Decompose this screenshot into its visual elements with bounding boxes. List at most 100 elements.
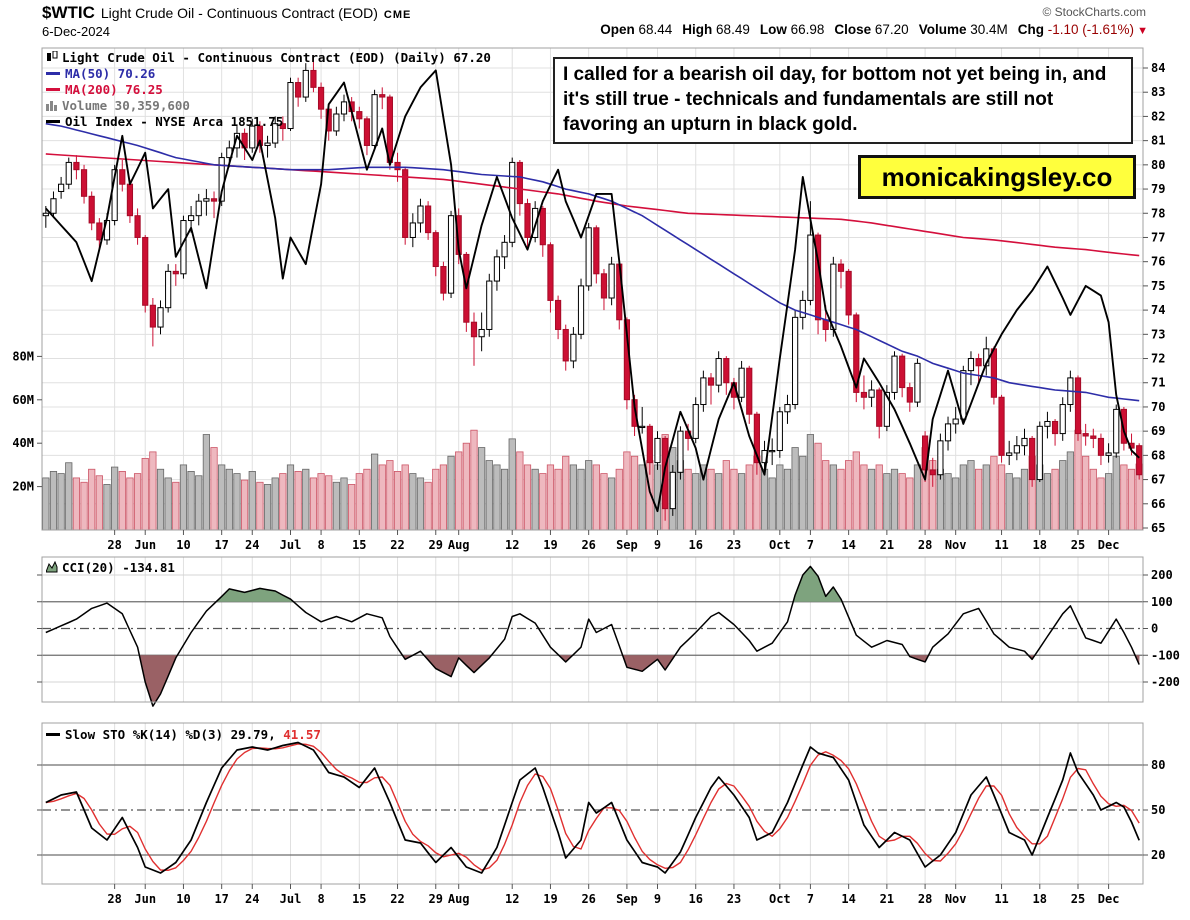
svg-text:83: 83 (1151, 85, 1165, 99)
svg-text:Oct: Oct (769, 538, 791, 552)
svg-text:65: 65 (1151, 521, 1165, 535)
svg-text:10: 10 (176, 538, 190, 552)
svg-text:Sep: Sep (616, 538, 638, 552)
svg-text:14: 14 (841, 538, 855, 552)
svg-text:66: 66 (1151, 497, 1165, 511)
svg-text:25: 25 (1071, 538, 1085, 552)
svg-text:80M: 80M (12, 349, 34, 363)
svg-text:100: 100 (1151, 595, 1173, 609)
svg-text:73: 73 (1151, 327, 1165, 341)
svg-text:Jun: Jun (134, 892, 156, 906)
svg-text:Nov: Nov (945, 892, 967, 906)
svg-text:Sep: Sep (616, 892, 638, 906)
svg-text:29: 29 (429, 892, 443, 906)
quote-label-open: Open (600, 22, 635, 37)
volume-bars (42, 429, 1143, 531)
svg-text:9: 9 (654, 538, 661, 552)
ma50-line-icon (46, 72, 60, 75)
svg-text:Aug: Aug (448, 538, 470, 552)
svg-text:-200: -200 (1151, 675, 1180, 689)
oil-index-line-icon (46, 120, 60, 123)
svg-text:77: 77 (1151, 230, 1165, 244)
svg-text:12: 12 (505, 538, 519, 552)
volume-bars-icon (46, 101, 57, 111)
exchange-label: CME (383, 9, 412, 21)
svg-text:Aug: Aug (448, 892, 470, 906)
cci-line (45, 565, 1140, 707)
svg-text:25: 25 (1071, 892, 1085, 906)
sto-d-line (45, 743, 1140, 871)
svg-text:20M: 20M (12, 480, 34, 494)
svg-text:76: 76 (1151, 255, 1165, 269)
legend-volume: Volume 30,359,600 (46, 98, 190, 113)
quote-label-volume: Volume (918, 22, 967, 37)
svg-text:8: 8 (317, 538, 324, 552)
svg-text:10: 10 (176, 892, 190, 906)
svg-text:74: 74 (1151, 303, 1165, 317)
cci-panel (42, 565, 1143, 707)
svg-text:20: 20 (1151, 848, 1165, 862)
svg-text:81: 81 (1151, 134, 1165, 148)
svg-text:40M: 40M (12, 436, 34, 450)
svg-text:28: 28 (918, 892, 932, 906)
quote-value-close: 67.20 (871, 22, 909, 37)
sto-k-line (45, 741, 1140, 874)
svg-text:18: 18 (1033, 538, 1047, 552)
cci-area-icon (45, 560, 58, 573)
svg-text:80: 80 (1151, 158, 1165, 172)
svg-text:29: 29 (429, 538, 443, 552)
svg-text:19: 19 (543, 892, 557, 906)
legend-sto: Slow STO %K(14) %D(3) 29.79, 41.57 (46, 727, 321, 742)
svg-text:15: 15 (352, 538, 366, 552)
overlay-lines (45, 69, 1140, 513)
svg-text:11: 11 (994, 538, 1008, 552)
svg-text:50: 50 (1151, 803, 1165, 817)
quote-value-volume: 30.4M (966, 22, 1008, 37)
symbol: $WTIC (42, 3, 95, 22)
svg-text:69: 69 (1151, 424, 1165, 438)
svg-text:200: 200 (1151, 568, 1173, 582)
svg-text:28: 28 (107, 892, 121, 906)
page-title: Light Crude Oil - Continuous Contract (E… (100, 5, 378, 21)
quote-label-chg: Chg (1017, 22, 1044, 37)
svg-text:22: 22 (390, 538, 404, 552)
sto-line-icon (46, 733, 60, 736)
svg-text:75: 75 (1151, 279, 1165, 293)
svg-text:Jun: Jun (134, 538, 156, 552)
axis-labels: 8483828180797877767574737271706968676665… (12, 61, 1180, 906)
svg-text:23: 23 (727, 538, 741, 552)
watermark-badge: monicakingsley.co (858, 155, 1136, 199)
cci-oversold-fill (139, 655, 1140, 702)
svg-text:7: 7 (807, 538, 814, 552)
svg-text:7: 7 (807, 892, 814, 906)
svg-text:71: 71 (1151, 376, 1165, 390)
svg-text:19: 19 (543, 538, 557, 552)
svg-text:23: 23 (727, 892, 741, 906)
svg-text:Oct: Oct (769, 892, 791, 906)
legend-ma200: MA(200) 76.25 (46, 82, 163, 97)
legend-ma50: MA(50) 70.26 (46, 66, 155, 81)
chart-header: $WTIC Light Crude Oil - Continuous Contra… (42, 3, 411, 23)
svg-text:17: 17 (214, 538, 228, 552)
ohlc-quote-row: Open 68.44 High 68.49 Low 66.98 Close 67.20… (590, 22, 1148, 37)
svg-text:67: 67 (1151, 473, 1165, 487)
svg-text:15: 15 (352, 892, 366, 906)
svg-text:21: 21 (880, 892, 894, 906)
stockcharts-copyright-link[interactable]: © StockCharts.com (1042, 5, 1146, 19)
svg-text:Jul: Jul (280, 892, 302, 906)
chg-down-triangle-icon: ▼ (1134, 25, 1148, 37)
cci-overbought-fill (216, 566, 843, 602)
svg-text:12: 12 (505, 892, 519, 906)
svg-text:Dec: Dec (1098, 538, 1120, 552)
svg-text:17: 17 (214, 892, 228, 906)
svg-text:72: 72 (1151, 352, 1165, 366)
quote-value-high: 68.49 (712, 22, 750, 37)
svg-text:11: 11 (994, 892, 1008, 906)
svg-text:28: 28 (107, 538, 121, 552)
svg-text:26: 26 (581, 892, 595, 906)
sto-panel (42, 741, 1143, 874)
chart-date: 6-Dec-2024 (42, 24, 110, 39)
svg-text:-100: -100 (1151, 648, 1180, 662)
quote-label-close: Close (834, 22, 872, 37)
